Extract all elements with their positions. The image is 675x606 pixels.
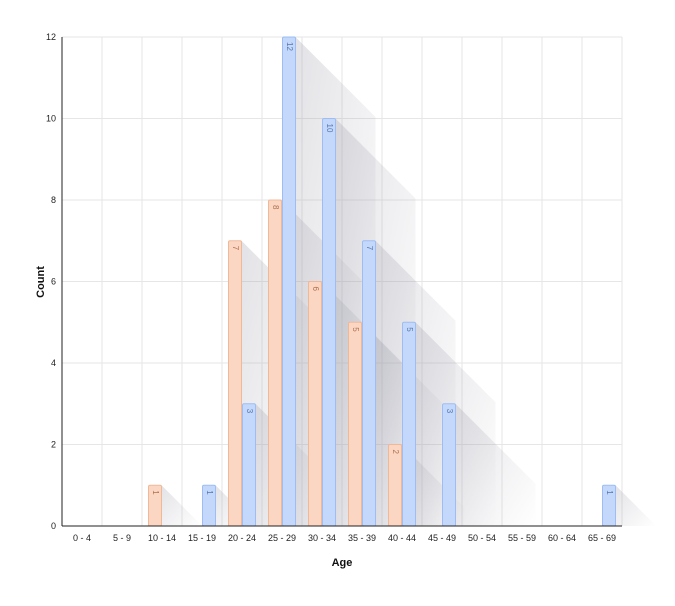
bar-value-label: 7 [365,246,374,251]
x-tick-label: 60 - 64 [548,533,576,543]
bar [228,240,242,527]
bar-shadow [161,485,202,526]
bar-value-label: 8 [271,205,280,210]
y-tick-label: 6 [51,277,56,287]
x-tick-label: 55 - 59 [508,533,536,543]
bar-value-label: 5 [351,327,360,332]
x-tick-label: 10 - 14 [148,533,176,543]
y-tick-label: 4 [51,358,56,368]
y-tick-label: 12 [46,32,56,42]
x-axis-title: Age [332,557,353,569]
bar [348,321,362,527]
bar-value-label: 7 [231,246,240,251]
bar [282,36,296,527]
x-tick-label: 35 - 39 [348,533,376,543]
bar-value-label: 5 [405,327,414,332]
x-tick-label: 20 - 24 [228,533,256,543]
bar-value-label: 1 [605,490,614,495]
bar [388,444,402,527]
x-tick-label: 25 - 29 [268,533,296,543]
y-axis-title: Count [35,266,47,298]
y-tick-label: 8 [51,195,56,205]
x-tick-label: 30 - 34 [308,533,336,543]
x-tick-label: 50 - 54 [468,533,496,543]
bar [402,321,416,527]
bar-value-label: 6 [311,287,320,292]
bar-shadow [615,485,656,526]
bar-value-label: 3 [445,409,454,414]
bar-value-label: 2 [391,450,400,455]
x-tick-label: 5 - 9 [113,533,131,543]
bar-value-label: 1 [205,490,214,495]
bar-value-label: 3 [245,409,254,414]
x-tick-label: 15 - 19 [188,533,216,543]
bar [322,118,336,527]
bar [242,403,256,527]
bar-shadow [455,403,536,526]
bar-value-label: 12 [285,42,294,51]
x-tick-label: 0 - 4 [73,533,91,543]
x-tick-label: 65 - 69 [588,533,616,543]
bar-value-label: 1 [151,490,160,495]
bar [268,199,282,527]
x-tick-label: 40 - 44 [388,533,416,543]
bar [442,403,456,527]
y-tick-label: 0 [51,521,56,531]
y-tick-label: 2 [51,440,56,450]
bar [362,240,376,527]
bar-value-label: 10 [325,124,334,133]
y-tick-label: 10 [46,114,56,124]
bar [308,281,322,527]
x-tick-label: 45 - 49 [428,533,456,543]
